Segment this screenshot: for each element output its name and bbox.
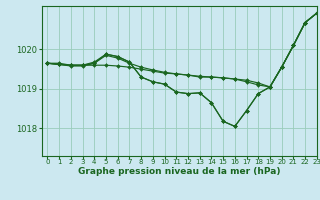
X-axis label: Graphe pression niveau de la mer (hPa): Graphe pression niveau de la mer (hPa)	[78, 167, 280, 176]
